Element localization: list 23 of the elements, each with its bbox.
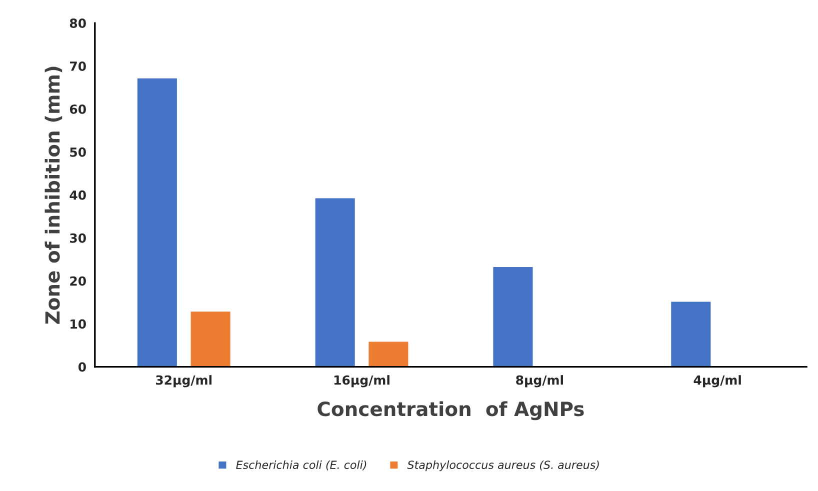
y-tick-label: 50 [70, 147, 86, 157]
legend-label: Staphylococcus aureus (S. aureus) [407, 460, 599, 472]
x-tick-label: 32µg/ml [156, 375, 212, 388]
y-tick-label: 60 [70, 104, 86, 114]
y-axis-title: Zone of inhibition (mm) [44, 66, 62, 324]
bar [136, 76, 178, 367]
y-tick-label: 30 [70, 233, 86, 243]
x-tick-label: 16µg/ml [334, 375, 390, 388]
y-tick-label: 40 [70, 190, 86, 200]
bar [314, 196, 356, 367]
x-axis-title: Concentration of AgNPs [318, 401, 584, 420]
bar [492, 266, 534, 367]
y-tick-label: 10 [70, 319, 86, 329]
legend-label: Escherichia coli (E. coli) [236, 460, 366, 470]
y-tick-label: 70 [70, 62, 86, 71]
y-tick-label: 0 [78, 362, 86, 372]
bar [367, 340, 410, 367]
y-tick-label: 20 [70, 276, 86, 286]
x-tick-label: 4µg/ml [694, 375, 741, 388]
bar [670, 300, 712, 367]
x-tick-label: 8µg/ml [516, 375, 563, 388]
y-tick-label: 80 [70, 18, 86, 28]
bar [189, 310, 232, 367]
